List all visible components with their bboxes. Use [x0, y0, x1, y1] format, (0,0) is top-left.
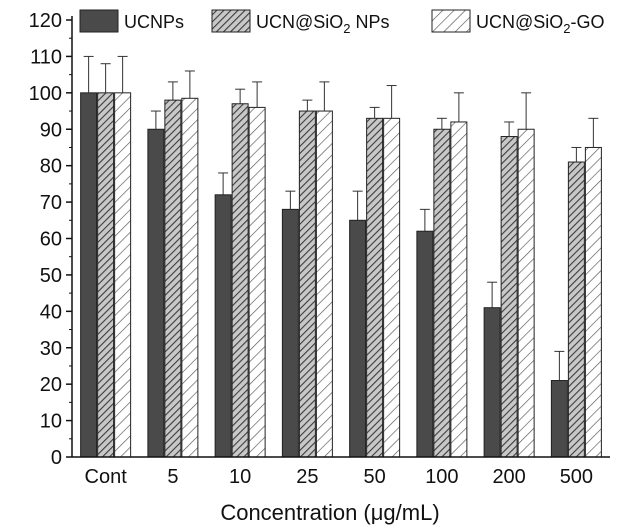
bar-series3-5 — [181, 97, 199, 458]
bar-series2-500 — [567, 161, 585, 458]
error-bar-series2-100 — [436, 117, 447, 130]
legend-swatch — [79, 9, 119, 33]
y-tick-label: 0 — [51, 447, 62, 469]
legend-label: UCNPs — [124, 12, 184, 32]
y-tick-label: 30 — [40, 338, 62, 360]
bar-series2-25 — [298, 110, 316, 458]
error-bar-series1-5 — [150, 110, 161, 130]
bar-series2-Cont — [97, 92, 115, 458]
bar-series2-50 — [366, 117, 384, 458]
error-bar-series3-Cont — [117, 55, 128, 93]
bar-series2-200 — [500, 136, 518, 458]
bar-series3-200 — [517, 128, 535, 458]
x-tick-label: 200 — [492, 466, 525, 488]
bar-series1-Cont — [80, 92, 98, 458]
legend-swatch — [211, 9, 251, 33]
y-tick-label: 120 — [29, 10, 62, 32]
legend-item-series1: UCNPs — [79, 9, 184, 33]
error-bar-series2-200 — [504, 121, 515, 137]
y-tick-label: 90 — [40, 119, 62, 141]
bar-series1-25 — [281, 208, 299, 458]
error-bar-series2-Cont — [100, 63, 111, 93]
error-bar-series2-10 — [235, 88, 246, 104]
x-tick-label: 500 — [560, 466, 593, 488]
error-bar-series3-50 — [386, 85, 397, 119]
bar-series1-500 — [550, 380, 568, 458]
bar-series3-25 — [315, 110, 333, 458]
y-tick-label: 40 — [40, 301, 62, 323]
error-bar-series3-500 — [588, 117, 599, 148]
x-tick-label: 50 — [364, 466, 386, 488]
error-bar-series3-200 — [521, 92, 532, 130]
bar-series3-500 — [584, 146, 602, 458]
plot-area — [80, 55, 602, 458]
error-bar-series3-10 — [252, 81, 263, 108]
bar-series1-50 — [349, 219, 367, 458]
x-tick-label: 100 — [425, 466, 458, 488]
error-bar-series1-500 — [554, 350, 565, 381]
bar-series1-100 — [416, 230, 434, 458]
bar-series2-5 — [164, 99, 182, 458]
bar-series1-5 — [147, 128, 165, 458]
x-tick-label: 10 — [229, 466, 251, 488]
error-bar-series1-50 — [352, 190, 363, 221]
y-tick-label: 110 — [30, 46, 62, 68]
error-bar-series2-50 — [369, 106, 380, 119]
y-tick-label: 70 — [40, 192, 62, 214]
x-tick-label: Cont — [85, 466, 128, 488]
y-tick-label: 80 — [40, 156, 62, 178]
axes: Cont 5 10 25 50 100 200 500 0 10 20 30 40 50 60 70 80 90 1… — [29, 10, 610, 488]
legend-item-series3: UCN@SiO2-GO — [431, 9, 605, 36]
error-bar-series1-100 — [419, 208, 430, 232]
y-tick-label: 100 — [29, 83, 62, 105]
error-bar-series2-5 — [167, 81, 178, 101]
y-tick-label: 10 — [40, 411, 62, 433]
error-bar-series3-25 — [319, 81, 330, 112]
bar-series3-10 — [248, 106, 266, 458]
legend-swatch — [431, 9, 471, 33]
error-bar-series1-Cont — [83, 55, 94, 93]
bar-series3-Cont — [114, 92, 132, 458]
bar-series3-100 — [450, 121, 468, 458]
error-bar-series2-25 — [302, 99, 313, 112]
y-tick-label: 50 — [40, 265, 62, 287]
x-axis-title: Concentration (μg/mL) — [220, 500, 439, 525]
bar-series2-10 — [231, 103, 249, 458]
y-tick-label: 60 — [40, 229, 62, 251]
bar-series1-200 — [483, 307, 501, 458]
legend-label: UCN@SiO2-GO — [476, 12, 605, 36]
bar-series1-10 — [214, 194, 232, 458]
bar-series2-100 — [433, 128, 451, 458]
bar-series3-50 — [383, 117, 401, 458]
x-tick-label: 5 — [167, 466, 178, 488]
error-bar-series1-10 — [218, 172, 229, 195]
error-bar-series1-25 — [285, 190, 296, 210]
legend: UCNPs UCN@SiO2 NPs UCN@SiO2-GO — [79, 9, 605, 36]
error-bar-series3-5 — [184, 70, 195, 99]
y-tick-label: 20 — [40, 374, 62, 396]
error-bar-series2-500 — [571, 146, 582, 163]
x-tick-label: 25 — [296, 466, 318, 488]
error-bar-series3-100 — [453, 92, 464, 122]
error-bar-series1-200 — [487, 281, 498, 308]
legend-label: UCN@SiO2 NPs — [256, 12, 390, 36]
legend-item-series2: UCN@SiO2 NPs — [211, 9, 390, 36]
